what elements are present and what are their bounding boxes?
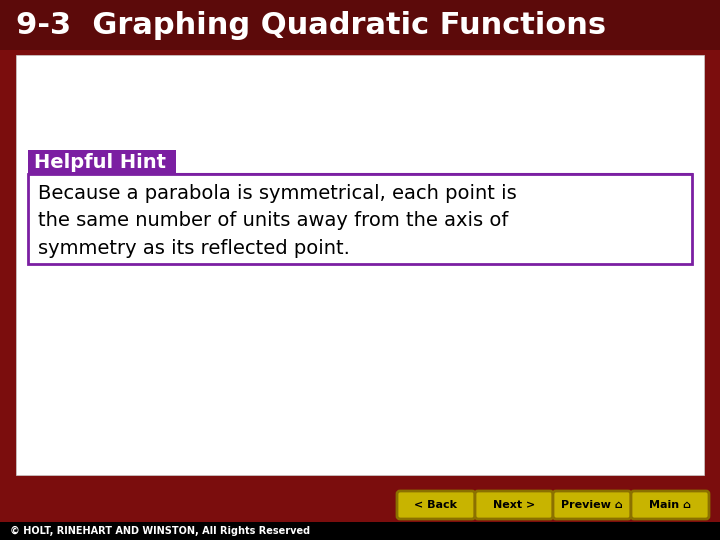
Text: Helpful Hint: Helpful Hint — [34, 152, 166, 172]
Text: Because a parabola is symmetrical, each point is
the same number of units away f: Because a parabola is symmetrical, each … — [38, 184, 517, 258]
Bar — [0, 0, 720, 50]
Bar — [0, 522, 720, 540]
FancyBboxPatch shape — [475, 491, 553, 519]
Text: © HOLT, RINEHART AND WINSTON, All Rights Reserved: © HOLT, RINEHART AND WINSTON, All Rights… — [10, 526, 310, 536]
Text: Next >: Next > — [493, 500, 535, 510]
Bar — [16, 55, 704, 475]
FancyBboxPatch shape — [397, 491, 475, 519]
FancyBboxPatch shape — [631, 491, 709, 519]
Bar — [28, 150, 176, 174]
Text: Main ⌂: Main ⌂ — [649, 500, 691, 510]
FancyBboxPatch shape — [553, 491, 631, 519]
Text: 9-3  Graphing Quadratic Functions: 9-3 Graphing Quadratic Functions — [16, 10, 606, 39]
Text: Preview ⌂: Preview ⌂ — [561, 500, 623, 510]
Text: < Back: < Back — [415, 500, 457, 510]
Bar — [28, 174, 692, 264]
